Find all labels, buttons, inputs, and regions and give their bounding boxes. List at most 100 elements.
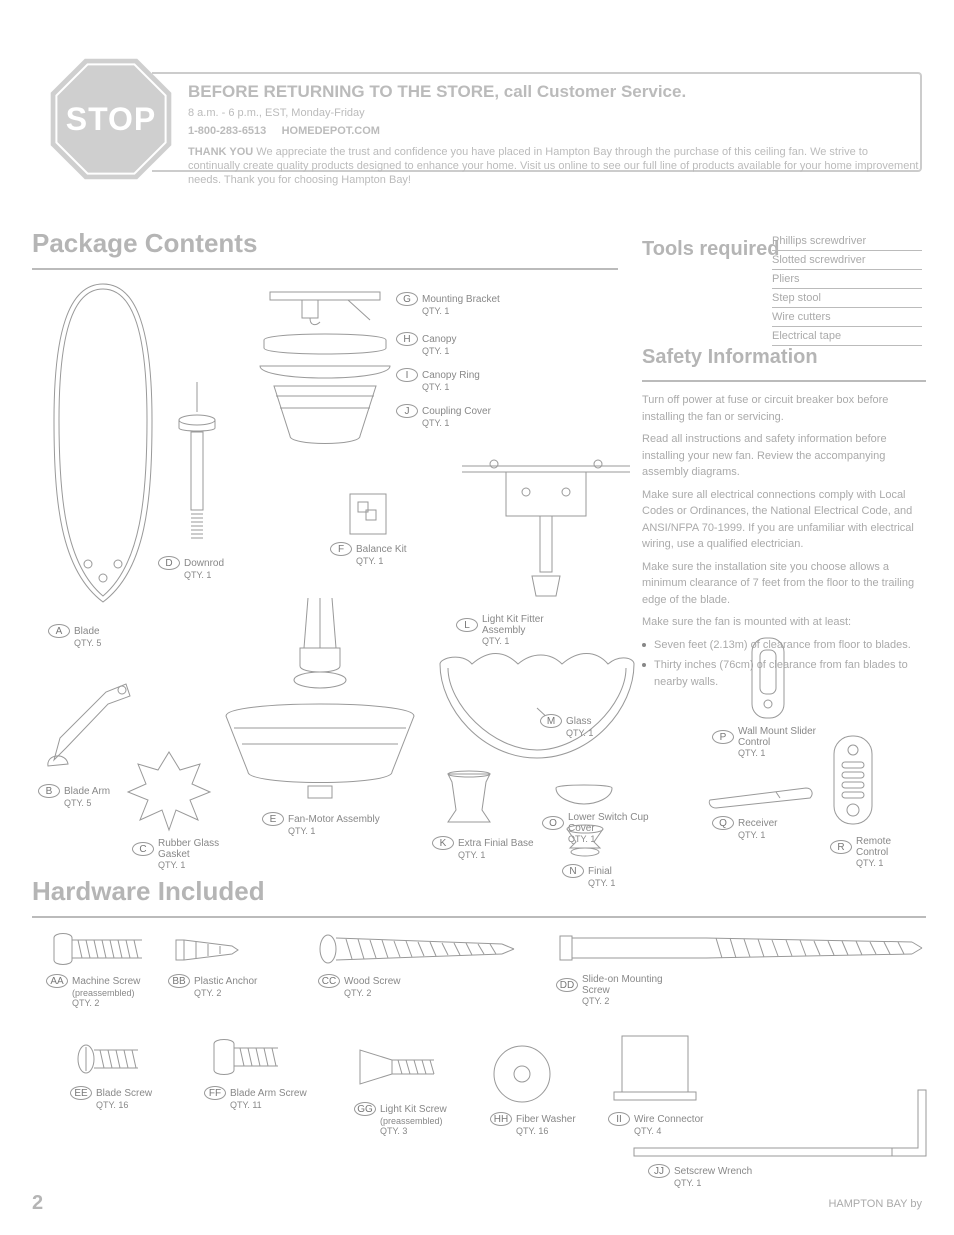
hw-AA-label: AAMachine Screw (preassembled) QTY. 2 [46, 974, 140, 1008]
balloon-D: D [158, 556, 180, 570]
light-kit-fitter-icon [456, 456, 636, 606]
part-qty: QTY. 1 [422, 306, 500, 316]
safety-p: Make sure all electrical connections com… [642, 487, 926, 553]
remote-icon [830, 732, 876, 828]
balloon-CC: CC [318, 974, 340, 988]
balloon-Q: Q [712, 816, 734, 830]
balloon-EE: EE [70, 1086, 92, 1100]
balloon-P: P [712, 730, 734, 744]
balance-kit-icon [348, 492, 388, 536]
blade-icon [48, 280, 158, 610]
balloon-R: R [830, 840, 852, 854]
tools-heading: Tools required [642, 238, 779, 261]
banner-contact: 1-800-283-6513 HOMEDEPOT.COM [188, 124, 920, 138]
banner-box: BEFORE RETURNING TO THE STORE, call Cust… [152, 72, 922, 172]
safety-p: Make sure the installation site you choo… [642, 559, 926, 609]
part-name: Fiber Washer [516, 1114, 576, 1125]
tool-row: Pliers [772, 270, 922, 289]
part-name: Light Kit Screw [380, 1104, 447, 1115]
part-qty: QTY. 2 [344, 988, 401, 998]
part-name: Receiver [738, 818, 777, 829]
light-kit-screw-icon [356, 1044, 440, 1090]
part-qty: QTY. 1 [422, 346, 456, 356]
balloon-DD: DD [556, 978, 578, 992]
package-rule [32, 268, 618, 270]
part-qty: QTY. 16 [516, 1126, 576, 1136]
balloon-C: C [132, 842, 154, 856]
safety-bullet-intro: Make sure the fan is mounted with at lea… [642, 614, 926, 631]
receiver-icon [706, 780, 816, 810]
part-F-label: FBalance Kit QTY. 1 [330, 542, 407, 566]
banner-thanks-prefix: THANK YOU [188, 146, 253, 158]
machine-screw-icon [50, 930, 146, 968]
part-name: Coupling Cover [422, 406, 491, 417]
hardware-heading: Hardware Included [32, 876, 265, 907]
part-name: Balance Kit [356, 544, 407, 555]
banner-headline-rest: call Customer Service. [499, 82, 686, 101]
tool-row: Wire cutters [772, 308, 922, 327]
part-qty: QTY. 1 [856, 858, 926, 868]
hw-EE-label: EEBlade Screw QTY. 16 [70, 1086, 152, 1110]
hw-BB-label: BBPlastic Anchor QTY. 2 [168, 974, 257, 998]
balloon-M: M [540, 714, 562, 728]
part-I-label: ICanopy Ring QTY. 1 [396, 368, 480, 392]
part-name: Blade Arm Screw [230, 1088, 307, 1099]
wood-screw-icon [318, 930, 518, 968]
slideon-screw-icon [556, 928, 926, 968]
part-name: Machine Screw [72, 976, 140, 987]
hardware-rule [32, 916, 926, 918]
fiber-washer-icon [490, 1042, 554, 1106]
part-B-label: BBlade Arm QTY. 5 [38, 784, 110, 808]
balloon-A: A [48, 624, 70, 638]
part-K-label: K Extra Finial Base QTY. 1 [432, 836, 534, 860]
part-R-label: RRemote Control QTY. 1 [830, 836, 926, 868]
part-L-label: LLight Kit Fitter Assembly QTY. 1 [456, 614, 572, 646]
part-qty: QTY. 2 [72, 998, 140, 1008]
part-name: Finial [588, 866, 612, 877]
part-qty: QTY. 1 [458, 850, 534, 860]
wall-slider-icon [750, 636, 786, 720]
tool-row: Phillips screwdriver [772, 232, 922, 251]
stop-banner: STOP BEFORE RETURNING TO THE STORE, call… [32, 72, 922, 182]
balloon-L: L [456, 618, 478, 632]
blade-arm-icon [40, 674, 140, 774]
balloon-FF: FF [204, 1086, 226, 1100]
part-qty: QTY. 1 [422, 382, 480, 392]
part-qty: QTY. 1 [566, 728, 593, 738]
banner-thanks: THANK YOU We appreciate the trust and co… [188, 145, 920, 188]
hw-CC-label: CCWood Screw QTY. 2 [318, 974, 401, 998]
part-name: Rubber Glass Gasket [158, 838, 238, 860]
part-qty: QTY. 1 [674, 1178, 752, 1188]
extra-finial-base-icon [442, 770, 496, 828]
part-qty: QTY. 1 [588, 878, 615, 888]
balloon-H: H [396, 332, 418, 346]
banner-hours: 8 a.m. - 6 p.m., EST, Monday-Friday [188, 106, 920, 120]
downrod-icon [172, 382, 222, 546]
balloon-JJ: JJ [648, 1164, 670, 1178]
balloon-B: B [38, 784, 60, 798]
part-name: Extra Finial Base [458, 838, 534, 849]
part-N-label: N Finial QTY. 1 [562, 864, 615, 888]
part-note: (preassembled) [380, 1116, 447, 1126]
part-name: Canopy [422, 334, 456, 345]
part-name: Blade [74, 626, 100, 637]
blade-arm-screw-icon [210, 1036, 284, 1078]
part-qty: QTY. 1 [288, 826, 380, 836]
part-qty: QTY. 5 [64, 798, 110, 808]
part-name: Blade Screw [96, 1088, 152, 1099]
part-qty: QTY. 3 [380, 1126, 447, 1136]
balloon-GG: GG [354, 1102, 376, 1116]
balloon-K: K [432, 836, 454, 850]
part-M-label: MGlass QTY. 1 [540, 714, 593, 738]
blade-screw-icon [76, 1040, 144, 1078]
part-G-label: GMounting Bracket QTY. 1 [396, 292, 500, 316]
part-qty: QTY. 1 [422, 418, 491, 428]
part-name: Plastic Anchor [194, 976, 257, 987]
balloon-J: J [396, 404, 418, 418]
part-qty: QTY. 11 [230, 1100, 307, 1110]
balloon-N: N [562, 864, 584, 878]
safety-rule [642, 380, 926, 382]
finial-icon [562, 824, 608, 860]
page-number: 2 [32, 1192, 43, 1215]
part-Q-label: QReceiver QTY. 1 [712, 816, 777, 840]
